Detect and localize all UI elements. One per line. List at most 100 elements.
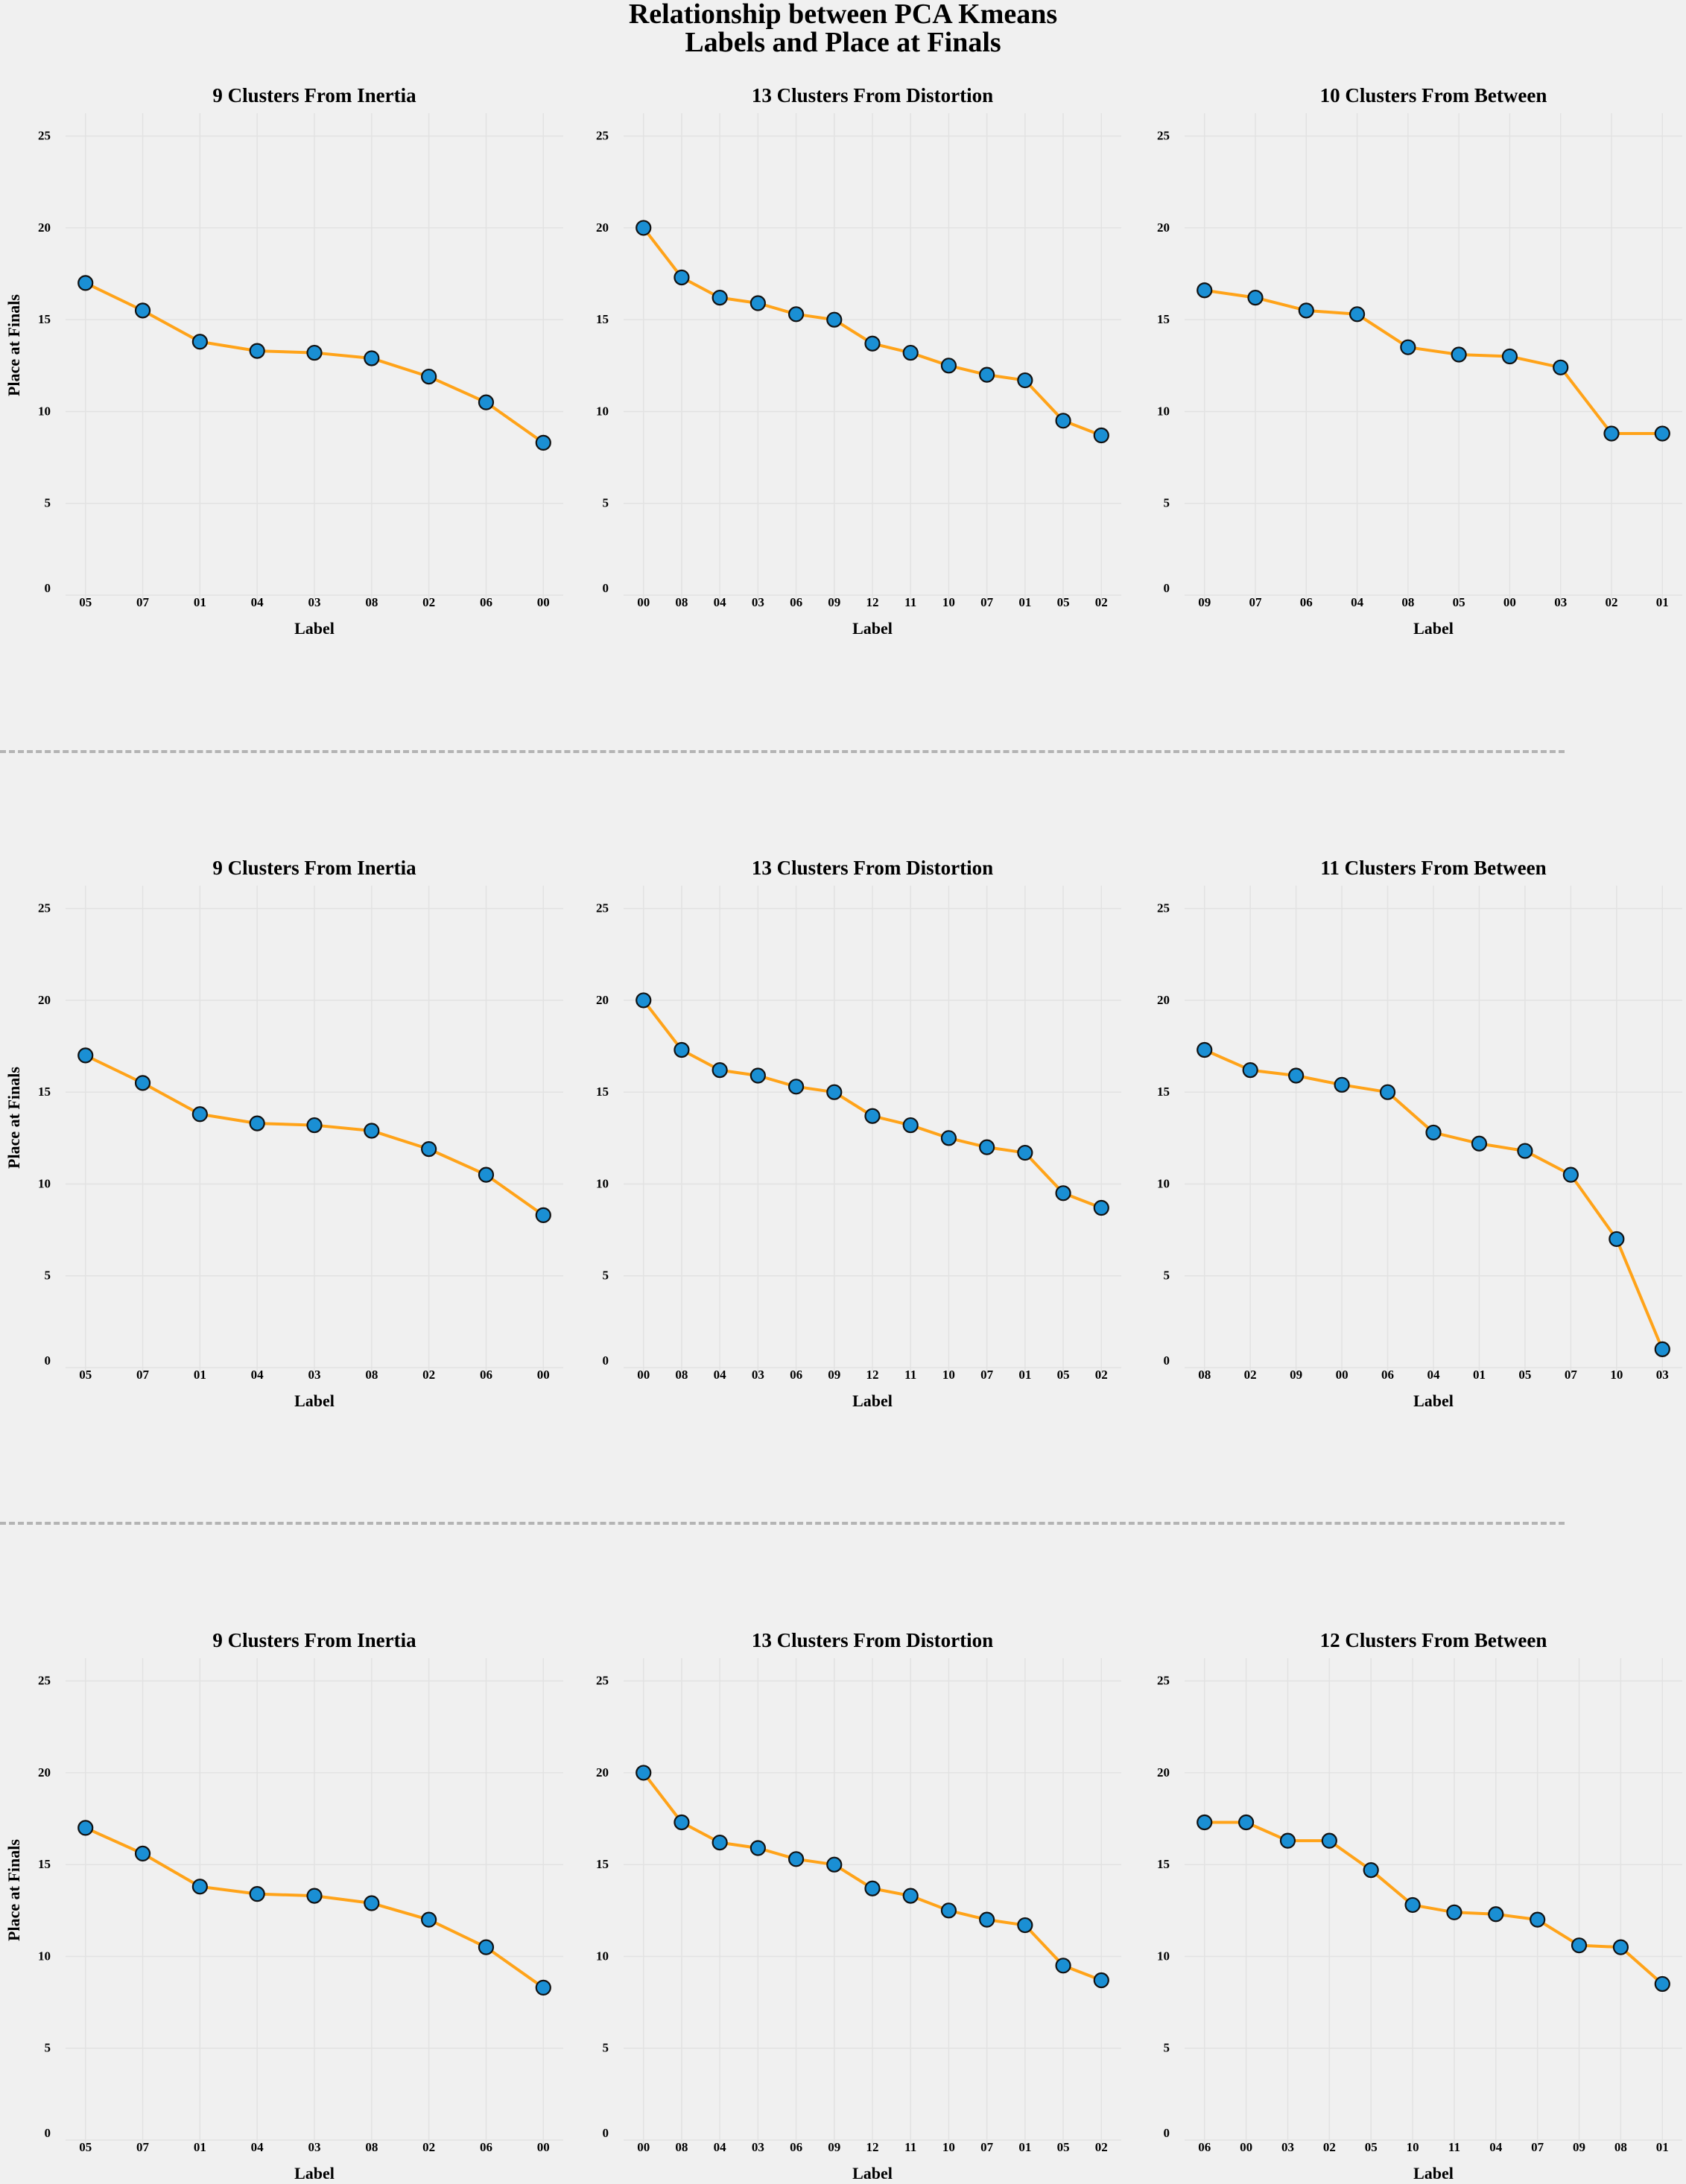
figure-title-line-2: Labels and Place at Finals xyxy=(685,27,1001,58)
x-tick-label: 01 xyxy=(1656,595,1669,609)
x-tick-label: 11 xyxy=(1448,2140,1460,2154)
x-tick-label: 07 xyxy=(136,595,150,609)
x-tick-label: 08 xyxy=(675,2140,688,2154)
x-tick-label: 05 xyxy=(79,2140,92,2154)
y-tick-label: 15 xyxy=(38,1085,51,1099)
x-tick-label: 07 xyxy=(1249,595,1263,609)
y-tick-label: 20 xyxy=(1157,993,1170,1007)
x-tick-label: 09 xyxy=(1198,595,1211,609)
data-point xyxy=(1055,413,1071,429)
data-point xyxy=(535,1207,551,1223)
data-point xyxy=(1197,1814,1213,1831)
y-tick-label: 5 xyxy=(1164,496,1170,510)
x-tick-label: 02 xyxy=(422,2140,435,2154)
y-tick-label: 15 xyxy=(596,312,609,326)
x-tick-label: 10 xyxy=(1407,2140,1419,2154)
data-point xyxy=(712,1835,728,1851)
data-point xyxy=(134,1845,151,1861)
data-point xyxy=(1247,290,1264,306)
data-point xyxy=(749,295,766,311)
data-point xyxy=(1609,1231,1625,1248)
x-axis-label: Label xyxy=(1413,1391,1454,1410)
data-point xyxy=(636,220,652,236)
x-tick-label: 06 xyxy=(790,1368,802,1382)
y-tick-label: 15 xyxy=(38,312,51,326)
x-tick-label: 06 xyxy=(480,1368,492,1382)
x-tick-label: 07 xyxy=(1531,2140,1544,2154)
y-tick-label: 5 xyxy=(45,496,51,510)
data-point xyxy=(1093,427,1109,444)
data-point xyxy=(1451,346,1467,363)
x-tick-label: 07 xyxy=(136,2140,150,2154)
data-point xyxy=(478,394,495,410)
data-point xyxy=(1349,306,1366,323)
x-tick-label: 04 xyxy=(714,1368,727,1382)
y-tick-label: 20 xyxy=(596,220,609,235)
x-tick-label: 04 xyxy=(1351,595,1364,609)
data-point xyxy=(306,344,323,361)
y-tick-label: 15 xyxy=(1157,312,1170,326)
data-point xyxy=(1654,1341,1670,1357)
x-tick-label: 06 xyxy=(480,2140,492,2154)
y-tick-label: 0 xyxy=(603,2126,609,2140)
data-point xyxy=(191,1879,208,1895)
y-tick-label: 15 xyxy=(1157,1085,1170,1099)
y-tick-label: 20 xyxy=(596,1765,609,1780)
x-tick-label: 09 xyxy=(1290,1368,1302,1382)
x-tick-label: 07 xyxy=(980,2140,994,2154)
data-point xyxy=(864,1880,881,1896)
x-tick-label: 02 xyxy=(1095,1368,1108,1382)
x-tick-label: 08 xyxy=(1401,595,1414,609)
data-point xyxy=(1404,1896,1421,1914)
x-tick-label: 03 xyxy=(308,595,321,609)
x-tick-label: 11 xyxy=(904,595,916,609)
data-point xyxy=(674,1814,690,1831)
data-point xyxy=(1017,1917,1033,1934)
x-tick-label: 02 xyxy=(1095,2140,1108,2154)
x-tick-label: 04 xyxy=(1427,1368,1441,1382)
x-tick-label: 00 xyxy=(1336,1368,1349,1382)
data-point xyxy=(77,1820,94,1836)
y-tick-label: 5 xyxy=(45,2041,51,2055)
data-point xyxy=(902,1888,919,1904)
x-tick-label: 06 xyxy=(790,595,802,609)
data-point xyxy=(1242,1062,1258,1079)
y-tick-label: 10 xyxy=(38,1949,51,1963)
x-tick-label: 04 xyxy=(251,1368,264,1382)
data-point xyxy=(535,434,551,451)
y-tick-label: 20 xyxy=(596,993,609,1007)
y-tick-label: 0 xyxy=(1164,2126,1170,2140)
data-point xyxy=(1093,1199,1109,1216)
x-tick-label: 03 xyxy=(1656,1368,1669,1382)
x-axis-label: Label xyxy=(852,1391,893,1410)
x-tick-label: 00 xyxy=(537,595,550,609)
y-tick-label: 0 xyxy=(1164,581,1170,595)
x-tick-label: 00 xyxy=(637,595,650,609)
x-tick-label: 10 xyxy=(942,1368,955,1382)
data-point xyxy=(1571,1937,1588,1954)
data-point xyxy=(1603,425,1620,442)
y-tick-label: 0 xyxy=(1164,1353,1170,1368)
y-axis-label: Place at Finals xyxy=(4,1067,23,1169)
y-tick-label: 20 xyxy=(1157,1765,1170,1780)
x-tick-label: 05 xyxy=(1057,1368,1070,1382)
chart-title: 12 Clusters From Between xyxy=(1320,1629,1547,1651)
x-tick-label: 05 xyxy=(1365,2140,1378,2154)
y-tick-label: 5 xyxy=(1164,1269,1170,1283)
data-point xyxy=(1446,1904,1462,1920)
x-tick-label: 05 xyxy=(79,1368,92,1382)
data-point xyxy=(1517,1143,1533,1159)
y-tick-label: 10 xyxy=(596,1949,609,1963)
x-tick-label: 01 xyxy=(194,1368,206,1382)
x-axis-label: Label xyxy=(1413,619,1454,638)
data-point xyxy=(249,1115,265,1131)
y-tick-label: 0 xyxy=(603,1353,609,1368)
y-axis-label: Place at Finals xyxy=(4,294,23,396)
chart-title: 13 Clusters From Distortion xyxy=(752,857,993,879)
data-point xyxy=(1197,282,1213,299)
x-tick-label: 00 xyxy=(637,2140,650,2154)
data-point xyxy=(249,343,265,359)
x-tick-label: 09 xyxy=(828,595,840,609)
data-point xyxy=(826,1856,843,1873)
